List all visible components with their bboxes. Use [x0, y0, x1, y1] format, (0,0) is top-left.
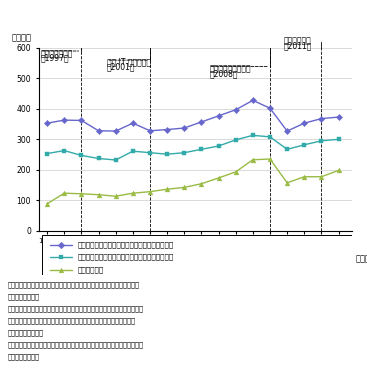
FancyBboxPatch shape: [42, 235, 352, 275]
Text: 東日本大震災: 東日本大震災: [284, 37, 312, 45]
Text: 海外現地法人: 海外現地法人: [78, 266, 104, 273]
Text: 米国 IT バブル崩壊: 米国 IT バブル崩壊: [107, 58, 151, 67]
Text: ら再集計。: ら再集計。: [7, 354, 39, 360]
Text: 備考：１．ここで海外進出企業は、当該年度に海外現地法人を有する企業: 備考：１．ここで海外進出企業は、当該年度に海外現地法人を有する企業: [7, 281, 139, 288]
Text: 資料：経済産業省「企業活動基本調査」「海外事業活動基本調査」の個票か: 資料：経済産業省「企業活動基本調査」「海外事業活動基本調査」の個票か: [7, 341, 143, 348]
Text: （兆円）: （兆円）: [12, 34, 32, 42]
Text: （2011）: （2011）: [284, 41, 312, 50]
Text: とした。: とした。: [7, 293, 39, 300]
Text: （2008）: （2008）: [210, 69, 239, 78]
Text: 国内に立地している企業（うち、海外進出企業）: 国内に立地している企業（うち、海外進出企業）: [78, 241, 174, 248]
Text: アジア通貨危機: アジア通貨危機: [40, 49, 73, 58]
Text: 国内に立地している企業（うち、その他の企業）: 国内に立地している企業（うち、その他の企業）: [78, 254, 174, 260]
Text: ２．統計の制約から、国内に立地する企業は、製造業、卸・小売業、: ２．統計の制約から、国内に立地する企業は、製造業、卸・小売業、: [7, 306, 143, 312]
Text: （1997）: （1997）: [40, 54, 69, 62]
Text: （年度）: （年度）: [356, 254, 367, 263]
Text: く全業種。: く全業種。: [7, 330, 43, 336]
Text: （2001）: （2001）: [107, 62, 136, 71]
Text: 一部のサービス業等。海外現地法人は金融、保険、不動産を除: 一部のサービス業等。海外現地法人は金融、保険、不動産を除: [7, 317, 135, 324]
Text: リーマン・ショック: リーマン・ショック: [210, 65, 252, 73]
